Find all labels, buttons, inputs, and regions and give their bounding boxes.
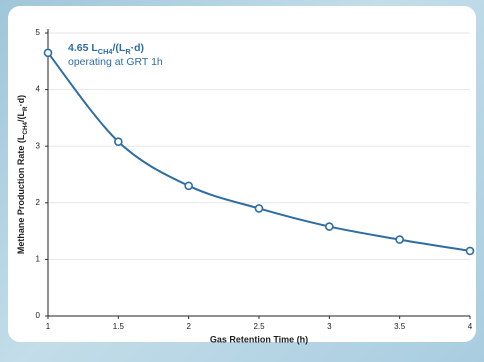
data-point xyxy=(115,138,122,145)
annotation-part: 4.65 L xyxy=(68,42,98,54)
annotation: 4.65 LCH4/(LR·d) xyxy=(68,42,144,57)
y-axis-title: Methane Production Rate (LCH4/(LR·d) xyxy=(16,95,29,254)
x-tick-label: 1.5 xyxy=(113,322,125,331)
y-axis-title-part: CH4 xyxy=(22,121,29,134)
x-tick-label: 2 xyxy=(186,322,191,331)
annotation: operating at GRT 1h xyxy=(68,56,163,68)
data-point xyxy=(256,205,263,212)
data-point xyxy=(467,247,474,254)
x-tick-label: 3.5 xyxy=(394,322,406,331)
annotation-part: /(L xyxy=(112,42,125,54)
x-tick-label: 3 xyxy=(327,322,332,331)
y-axis-title-part: /(L xyxy=(16,110,26,121)
y-tick-label: 5 xyxy=(36,28,41,37)
annotation-part: ·d) xyxy=(131,42,144,54)
y-tick-label: 4 xyxy=(36,85,41,94)
data-point xyxy=(396,236,403,243)
data-point xyxy=(326,223,333,230)
chart: 01234511.522.533.54Gas Retention Time (h… xyxy=(0,0,484,362)
page: {"chart_data": {"type": "line", "x": [1,… xyxy=(0,0,484,362)
y-tick-label: 0 xyxy=(36,311,41,320)
x-tick-label: 2.5 xyxy=(253,322,265,331)
annotation-part: operating at GRT 1h xyxy=(68,56,163,68)
y-tick-label: 3 xyxy=(36,141,41,150)
y-axis-title-part: Methane Production Rate (L xyxy=(16,134,26,254)
data-point xyxy=(45,49,52,56)
x-axis-title: Gas Retention Time (h) xyxy=(210,334,308,344)
data-point xyxy=(185,182,192,189)
y-axis-title-part: ·d) xyxy=(16,95,26,107)
y-tick-label: 1 xyxy=(36,255,41,264)
y-tick-label: 2 xyxy=(36,198,41,207)
data-line xyxy=(48,53,470,251)
x-tick-label: 4 xyxy=(468,322,473,331)
x-tick-label: 1 xyxy=(46,322,51,331)
